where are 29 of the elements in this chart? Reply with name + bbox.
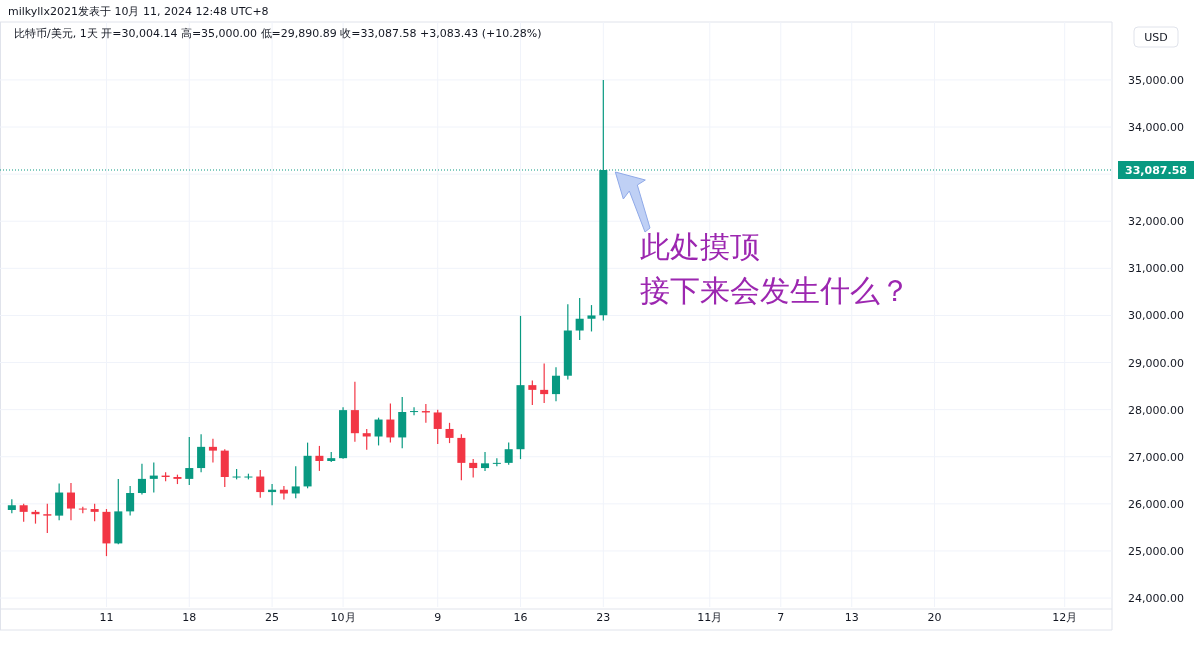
chart-title: milkyllx2021发表于 10月 11, 2024 12:48 UTC+8 [8,5,269,18]
ref-line-label: 33,087.58 [1125,164,1187,178]
y-tick-label: 25,000.00 [1128,544,1184,558]
x-tick-label: 20 [927,611,942,624]
x-tick-label: 23 [596,611,611,624]
y-axis-title: USD [1144,31,1168,44]
y-tick-label: 28,000.00 [1128,403,1184,417]
x-tick-label: 11月 [697,611,723,624]
y-tick-label: 29,000.00 [1128,356,1184,370]
y-tick-label: 27,000.00 [1128,450,1184,464]
x-tick-label: 7 [777,611,785,624]
y-tick-label: 34,000.00 [1128,121,1184,135]
y-tick-label: 26,000.00 [1128,497,1184,511]
text: 比特币/美元, 1天 开=30,004.14 高=35,000.00 低=29,890.89 收=33,087.58 +3,083.43 (+10.28%) [14,27,542,40]
y-tick-label: 31,000.00 [1128,262,1184,276]
y-tick-label: 24,000.00 [1128,592,1184,606]
x-tick-label: 11 [99,611,114,624]
x-tick-label: 18 [182,611,197,624]
y-tick-label: 30,000.00 [1128,309,1184,323]
y-tick-label: 32,000.00 [1128,215,1184,229]
x-tick-label: 9 [434,611,442,624]
y-tick-label: 35,000.00 [1128,73,1184,87]
x-tick-label: 25 [265,611,280,624]
annotation: 接下来会发生什么？ [640,273,910,308]
x-tick-label: 10月 [330,611,356,624]
annotation: 此处摸顶 [640,229,760,264]
x-tick-label: 12月 [1052,611,1078,624]
x-tick-label: 16 [513,611,528,624]
x-tick-label: 13 [844,611,859,624]
